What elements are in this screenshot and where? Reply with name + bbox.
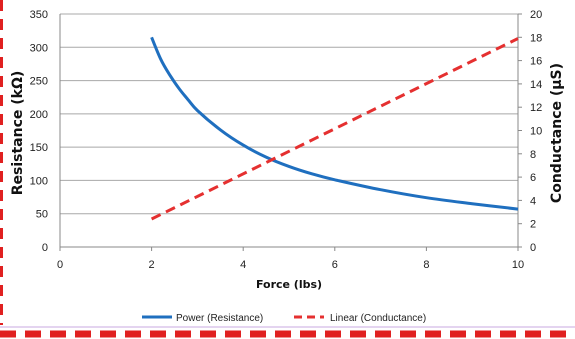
series-line-linear-conductance [150, 37, 519, 221]
y-right-tick-label: 20 [530, 9, 542, 21]
y-right-tick-label: 6 [530, 172, 536, 184]
legend-label-power-resistance: Power (Resistance) [176, 313, 263, 324]
series-line-power-resistance [150, 36, 519, 211]
y-left-tick-label: 350 [30, 9, 48, 21]
y-left-tick-label: 300 [30, 42, 48, 54]
y-right-tick-label: 14 [530, 79, 542, 91]
y-axis-right-title: Conductance (µS) [549, 63, 565, 203]
y-left-tick-label: 0 [42, 242, 48, 254]
series [150, 36, 519, 221]
y-right-tick-label: 2 [530, 219, 536, 231]
y-left-tick-label: 250 [30, 76, 48, 88]
x-tick-label: 2 [149, 259, 155, 271]
x-axis-title: Force (lbs) [256, 278, 322, 291]
y-right-tick-label: 12 [530, 102, 542, 114]
y-left-tick-label: 150 [30, 142, 48, 154]
y-left-tick-label: 200 [30, 109, 48, 121]
y-axis-left-title: Resistance (kΩ) [10, 71, 26, 196]
y-right-tick-label: 4 [530, 195, 536, 207]
y-right-tick-label: 18 [530, 32, 542, 44]
x-tick-label: 0 [57, 259, 63, 271]
y-left-tick-label: 100 [30, 175, 48, 187]
x-tick-label: 6 [332, 259, 338, 271]
x-tick-label: 4 [240, 259, 246, 271]
legend-label-linear-conductance: Linear (Conductance) [330, 313, 426, 324]
x-tick-label: 8 [423, 259, 429, 271]
y-right-tick-label: 0 [530, 242, 536, 254]
y-left-tick-label: 50 [36, 209, 48, 221]
legend: Power (Resistance) Linear (Conductance) [142, 313, 426, 324]
y-right-tick-label: 16 [530, 56, 542, 68]
x-tick-label: 10 [512, 259, 524, 271]
y-right-tick-label: 8 [530, 149, 536, 161]
y-right-tick-label: 10 [530, 126, 542, 138]
